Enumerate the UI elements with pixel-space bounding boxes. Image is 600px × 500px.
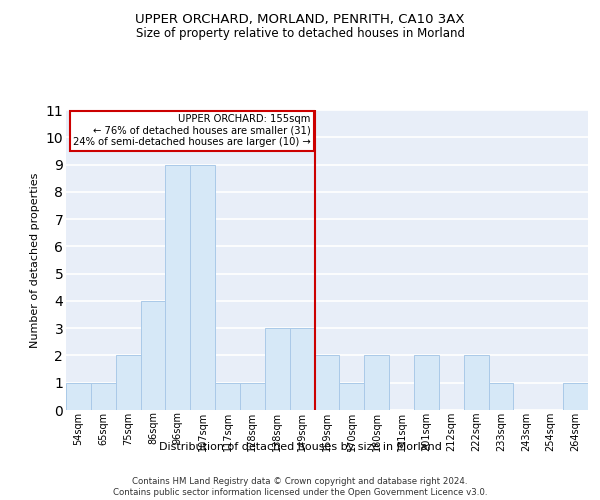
Text: UPPER ORCHARD: 155sqm
← 76% of detached houses are smaller (31)
24% of semi-deta: UPPER ORCHARD: 155sqm ← 76% of detached … (73, 114, 311, 148)
Bar (190, 164, 215, 410)
Bar (66, 382, 91, 410)
Bar (116, 356, 140, 410)
Bar (215, 382, 240, 410)
Bar (166, 164, 190, 410)
Bar (488, 382, 514, 410)
Y-axis label: Number of detached properties: Number of detached properties (30, 172, 40, 348)
Text: Contains HM Land Registry data © Crown copyright and database right 2024.
Contai: Contains HM Land Registry data © Crown c… (113, 478, 487, 497)
Bar (464, 356, 488, 410)
Bar (265, 328, 290, 410)
Bar (364, 356, 389, 410)
Bar (314, 356, 340, 410)
Bar (240, 382, 265, 410)
Bar (140, 301, 166, 410)
Text: UPPER ORCHARD, MORLAND, PENRITH, CA10 3AX: UPPER ORCHARD, MORLAND, PENRITH, CA10 3A… (135, 12, 465, 26)
Bar (91, 382, 116, 410)
Text: Distribution of detached houses by size in Morland: Distribution of detached houses by size … (158, 442, 442, 452)
Bar (290, 328, 314, 410)
Text: Size of property relative to detached houses in Morland: Size of property relative to detached ho… (136, 28, 464, 40)
Bar (414, 356, 439, 410)
Bar (563, 382, 588, 410)
Bar (340, 382, 364, 410)
